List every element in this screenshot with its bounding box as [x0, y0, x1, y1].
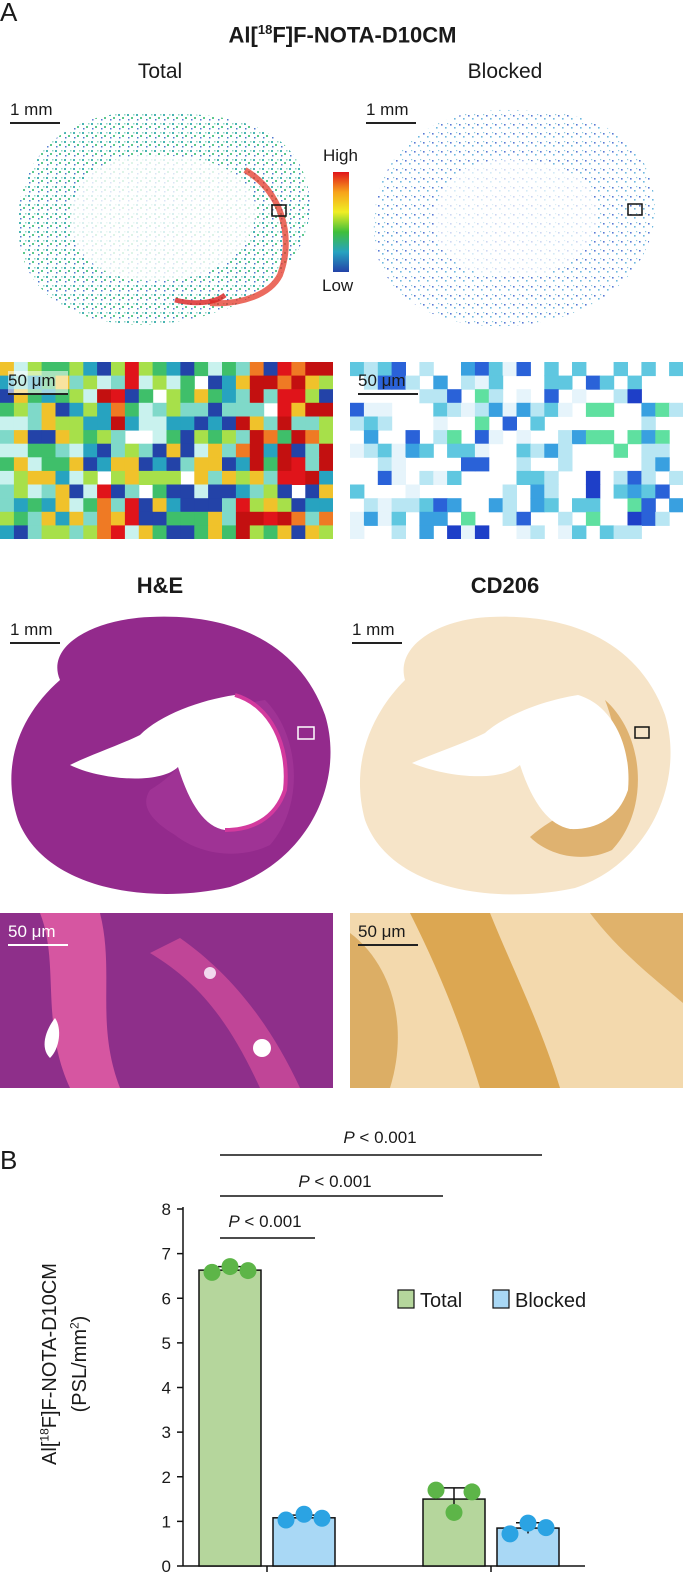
panel-b-letter: B: [0, 1145, 18, 1175]
pvalue-label-mi: P < 0.001: [228, 1212, 302, 1231]
data-point: [501, 1525, 519, 1543]
y-tick-label: 5: [162, 1334, 171, 1353]
legend-swatch-blocked: [492, 1289, 510, 1309]
scale-bar-blocked: 1 mm: [366, 100, 416, 124]
column-title-blocked: Blocked: [467, 60, 543, 83]
bar-total-mi: [198, 1269, 262, 1567]
data-point: [427, 1481, 445, 1499]
data-point: [313, 1509, 331, 1527]
y-tick-label: 8: [162, 1200, 171, 1219]
autoradiograph-total: [0, 95, 345, 347]
he-section: [0, 605, 345, 900]
scale-bar-he: 1 mm: [10, 620, 60, 644]
scale-bar-cd206-zoom: 50 μm: [358, 922, 418, 946]
zoom-blocked: [350, 362, 683, 539]
cd206-zoom: [350, 913, 683, 1088]
data-point: [203, 1263, 221, 1281]
legend-swatch-total: [397, 1289, 415, 1309]
scale-bar-total: 1 mm: [10, 100, 60, 124]
legend-label-total: Total: [420, 1290, 462, 1312]
y-tick-label: 2: [162, 1468, 171, 1487]
zoom-total: [0, 362, 333, 539]
column-title-total: Total: [137, 60, 183, 83]
data-point: [239, 1262, 257, 1280]
panel-a-letter: A: [0, 0, 18, 27]
data-point: [295, 1505, 313, 1523]
colorbar-low-label: Low: [322, 276, 354, 295]
colorbar-high-label: High: [323, 146, 358, 165]
y-tick-label: 6: [162, 1289, 171, 1308]
data-point: [463, 1483, 481, 1501]
data-point: [277, 1511, 295, 1529]
y-tick-label: 3: [162, 1423, 171, 1442]
stain-title-he: H&E: [136, 573, 184, 598]
scale-bar-zoom-total: 50 μm: [8, 371, 68, 395]
y-tick-label: 1: [162, 1512, 171, 1531]
he-zoom: [0, 913, 333, 1088]
pvalue-label-mi-remote-total: P < 0.001: [298, 1172, 372, 1191]
cd206-section: [350, 605, 685, 900]
legend-label-blocked: Blocked: [515, 1290, 586, 1312]
stain-title-cd206: CD206: [470, 573, 540, 598]
autoradiograph-blocked: [350, 95, 685, 347]
data-point: [519, 1514, 537, 1532]
scale-bar-zoom-blocked: 50 μm: [358, 371, 418, 395]
data-point: [537, 1519, 555, 1537]
y-tick-label: 0: [162, 1557, 171, 1575]
y-tick-label: 7: [162, 1245, 171, 1264]
colorbar: [333, 172, 349, 272]
scale-bar-he-zoom: 50 μm: [8, 922, 68, 946]
scale-bar-cd206: 1 mm: [352, 620, 402, 644]
data-point: [445, 1503, 463, 1521]
data-point: [221, 1258, 239, 1276]
panel-a-title: Al[18F]F-NOTA-D10CM: [228, 22, 457, 48]
y-tick-label: 4: [162, 1379, 171, 1398]
pvalue-label-mi-remote: P < 0.001: [343, 1128, 417, 1147]
